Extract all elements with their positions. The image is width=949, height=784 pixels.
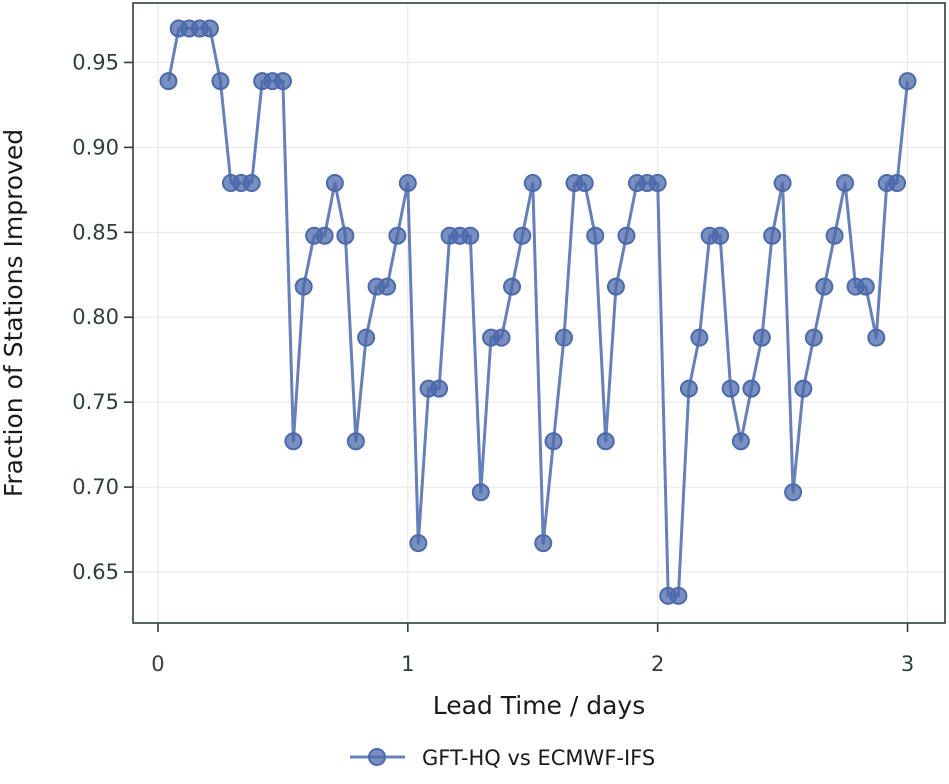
data-point [606,277,625,296]
data-point [336,226,355,245]
data-point [398,174,417,193]
data-point [461,226,480,245]
x-tick-label: 2 [651,652,664,676]
y-tick-label: 0.95 [72,50,119,74]
y-tick-label: 0.65 [72,560,119,584]
y-tick-label: 0.90 [72,135,119,159]
plot-area-frame [132,2,946,624]
data-point [742,379,761,398]
y-tick-label: 0.75 [72,390,119,414]
y-tick-label: 0.80 [72,305,119,329]
data-point [211,72,230,91]
data-point [804,328,823,347]
data-point [273,72,292,91]
data-point [815,277,834,296]
series-gft-hq-vs-ecmwf-ifs [159,19,917,605]
data-point [492,328,511,347]
data-point [596,432,615,451]
data-point [888,174,907,193]
data-point [409,534,428,553]
data-point [294,277,313,296]
data-point [784,483,803,502]
data-point [315,226,334,245]
legend-marker-icon [368,748,386,766]
data-point [752,328,771,347]
data-point [648,174,667,193]
data-point [534,534,553,553]
data-point [357,328,376,347]
y-axis-label: Fraction of Stations Improved [0,129,28,497]
data-point [794,379,813,398]
x-tick-label: 3 [901,652,914,676]
x-tick-label: 1 [401,652,414,676]
data-point [856,277,875,296]
data-point [586,226,605,245]
data-point [430,379,449,398]
data-point [503,277,522,296]
data-point [617,226,636,245]
data-point [731,432,750,451]
y-tick-label: 0.70 [72,475,119,499]
data-point [836,174,855,193]
data-point [898,72,917,91]
data-point [867,328,886,347]
x-axis-label: Lead Time / days [433,691,646,720]
data-point [575,174,594,193]
data-point [721,379,740,398]
data-point [388,226,407,245]
data-point [378,277,397,296]
legend-label: GFT-HQ vs ECMWF-IFS [422,746,655,770]
x-tick-label: 0 [151,652,164,676]
data-point [513,226,532,245]
grid-lines [133,3,945,623]
y-axis: 0.65 0.70 0.75 0.80 0.85 0.90 0.95 [72,50,133,584]
x-axis: 0 1 2 3 [151,623,914,676]
data-point [284,432,303,451]
data-point [679,379,698,398]
legend: GFT-HQ vs ECMWF-IFS [350,746,655,770]
data-point [200,19,219,38]
data-point [554,328,573,347]
data-point [711,226,730,245]
data-point [471,483,490,502]
data-point [773,174,792,193]
data-point [544,432,563,451]
data-point [159,72,178,91]
data-point [669,586,688,605]
data-point [825,226,844,245]
y-tick-label: 0.85 [72,220,119,244]
data-point [763,226,782,245]
series-line [167,27,909,598]
data-point [690,328,709,347]
data-point [325,174,344,193]
data-point [346,432,365,451]
data-point [242,174,261,193]
data-point [523,174,542,193]
